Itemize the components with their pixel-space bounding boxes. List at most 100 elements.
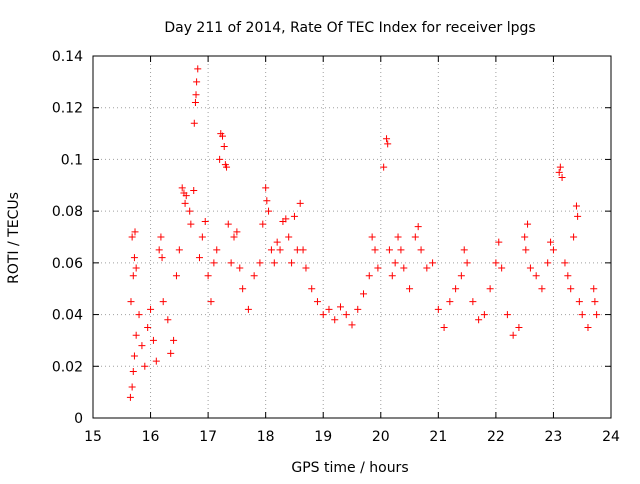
data-point bbox=[158, 254, 166, 262]
data-point bbox=[457, 272, 465, 280]
x-tick-label: 16 bbox=[142, 429, 160, 445]
y-tick-label: 0.02 bbox=[52, 359, 83, 375]
data-point bbox=[259, 220, 267, 228]
data-point bbox=[394, 233, 402, 241]
data-point bbox=[198, 233, 206, 241]
data-point bbox=[475, 316, 483, 324]
data-point bbox=[567, 285, 575, 293]
data-point bbox=[486, 285, 494, 293]
data-point bbox=[460, 246, 468, 254]
data-point bbox=[492, 259, 500, 267]
data-point bbox=[342, 311, 350, 319]
data-point bbox=[406, 285, 414, 293]
data-point bbox=[126, 393, 134, 401]
y-tick-label: 0.06 bbox=[52, 256, 83, 272]
chart-title: Day 211 of 2014, Rate Of TEC Index for r… bbox=[164, 20, 535, 36]
data-point bbox=[164, 316, 172, 324]
y-axis-label: ROTI / TECUs bbox=[6, 192, 22, 284]
y-tick-label: 0.04 bbox=[52, 308, 83, 324]
data-point bbox=[414, 223, 422, 231]
data-point bbox=[515, 324, 523, 331]
y-tick-label: 0 bbox=[74, 411, 83, 427]
data-point bbox=[498, 264, 506, 272]
y-tick-label: 0.12 bbox=[52, 101, 83, 117]
data-point bbox=[411, 233, 419, 241]
grid-lines bbox=[93, 56, 611, 418]
data-points bbox=[126, 65, 601, 401]
data-point bbox=[480, 311, 488, 319]
data-point bbox=[147, 305, 155, 313]
data-point bbox=[570, 233, 578, 241]
data-point bbox=[201, 217, 209, 225]
data-point bbox=[558, 174, 566, 182]
data-point bbox=[521, 233, 529, 241]
data-point bbox=[270, 259, 278, 267]
data-point bbox=[193, 78, 201, 86]
data-point bbox=[129, 272, 137, 280]
data-point bbox=[555, 168, 563, 176]
data-point bbox=[429, 259, 437, 267]
data-point bbox=[233, 228, 241, 236]
data-point bbox=[302, 264, 310, 272]
data-point bbox=[319, 311, 327, 319]
data-point bbox=[204, 272, 212, 280]
data-point bbox=[572, 202, 580, 210]
data-point bbox=[195, 254, 203, 262]
x-tick-labels: 15 16 17 18 19 20 21 22 23 24 bbox=[84, 429, 620, 445]
data-point bbox=[288, 259, 296, 267]
data-point bbox=[285, 233, 293, 241]
data-point bbox=[385, 246, 393, 254]
data-point bbox=[313, 298, 321, 306]
data-point bbox=[397, 246, 405, 254]
data-point bbox=[276, 246, 284, 254]
data-point bbox=[130, 254, 138, 262]
data-point bbox=[223, 163, 231, 171]
data-point bbox=[509, 331, 517, 339]
data-point bbox=[495, 238, 503, 246]
data-point bbox=[178, 184, 186, 192]
data-point bbox=[331, 316, 339, 324]
x-tick-label: 22 bbox=[487, 429, 505, 445]
data-point bbox=[434, 305, 442, 313]
data-point bbox=[138, 342, 146, 350]
x-axis-label: GPS time / hours bbox=[291, 460, 408, 476]
data-point bbox=[522, 246, 530, 254]
data-point bbox=[423, 264, 431, 272]
data-point bbox=[391, 259, 399, 267]
data-point bbox=[532, 272, 540, 280]
plot-frame bbox=[92, 55, 612, 419]
data-point bbox=[220, 143, 228, 150]
data-point bbox=[360, 290, 368, 298]
data-point bbox=[282, 215, 290, 223]
x-tick-label: 17 bbox=[199, 429, 217, 445]
data-point bbox=[273, 238, 281, 246]
data-point bbox=[267, 246, 275, 254]
data-point bbox=[127, 298, 135, 306]
x-tick-label: 23 bbox=[545, 429, 563, 445]
y-tick-label: 0.1 bbox=[61, 152, 83, 168]
data-point bbox=[388, 272, 396, 280]
data-point bbox=[213, 246, 221, 254]
data-point bbox=[219, 132, 226, 140]
data-point bbox=[236, 264, 244, 272]
data-point bbox=[159, 298, 167, 306]
data-point bbox=[290, 212, 298, 220]
x-tick-label: 24 bbox=[602, 429, 620, 445]
data-point bbox=[192, 91, 200, 99]
data-point bbox=[128, 233, 136, 241]
y-tick-label: 0.14 bbox=[52, 49, 83, 65]
data-point bbox=[130, 352, 138, 360]
data-point bbox=[384, 140, 392, 148]
data-point bbox=[170, 336, 178, 344]
data-point bbox=[191, 99, 199, 107]
data-point bbox=[325, 305, 333, 313]
data-point bbox=[575, 298, 583, 306]
data-point bbox=[262, 184, 270, 192]
data-point bbox=[194, 65, 202, 73]
data-point bbox=[547, 238, 555, 246]
data-point bbox=[128, 383, 136, 391]
data-point bbox=[190, 186, 198, 194]
data-point bbox=[186, 207, 194, 215]
